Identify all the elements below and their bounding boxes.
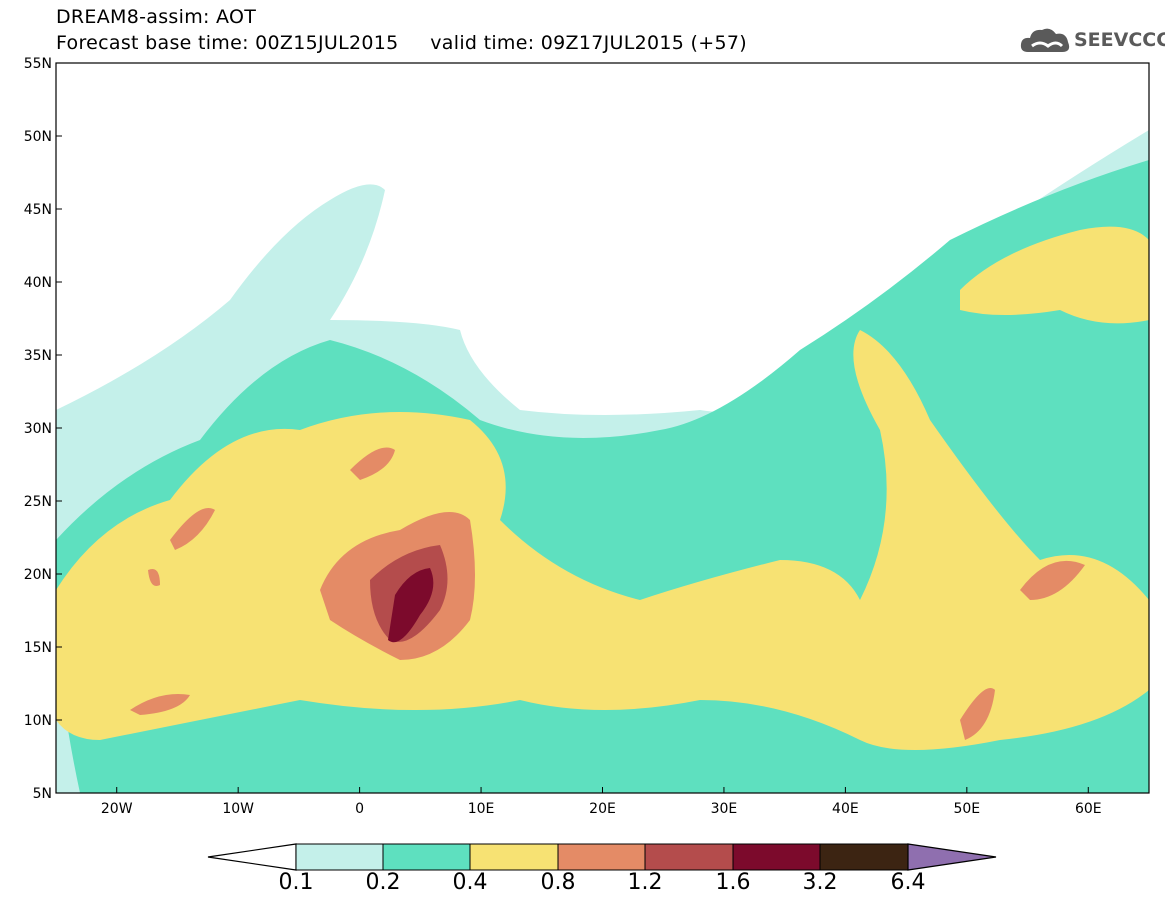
colorbar-label: 1.6: [715, 870, 751, 895]
lon-label: 10E: [468, 801, 495, 817]
colorbar-label: 0.8: [540, 870, 576, 895]
lat-label: 25N: [24, 494, 52, 510]
seevccc-logo: SEEVCCC: [1018, 24, 1165, 56]
lon-label: 60E: [1075, 801, 1102, 817]
lon-label: 30E: [711, 801, 738, 817]
colorbar: [207, 843, 997, 871]
colorbar-label: 0.4: [452, 870, 488, 895]
colorbar-max-arrow: [907, 843, 997, 871]
colorbar-min-arrow: [207, 843, 297, 871]
colorbar-segment: [644, 843, 734, 871]
lon-label: 50E: [953, 801, 980, 817]
colorbar-label: 1.2: [627, 870, 663, 895]
lon-label: 10W: [222, 801, 254, 817]
forecast-time-info: Forecast base time: 00Z15JUL2015 valid t…: [56, 32, 747, 54]
lat-label: 10N: [24, 713, 52, 729]
latitude-labels: 55N 50N 45N 40N 35N 30N 25N 20N 15N 10N 5N: [24, 56, 62, 802]
cloud-icon: [1020, 28, 1070, 52]
colorbar-label: 0.2: [365, 870, 401, 895]
lon-label: 20W: [101, 801, 133, 817]
lat-label: 15N: [24, 640, 52, 656]
lat-label: 45N: [24, 202, 52, 218]
colorbar-segment: [557, 843, 646, 871]
lat-label: 30N: [24, 421, 52, 437]
colorbar-segment: [469, 843, 559, 871]
lat-label: 5N: [33, 786, 52, 802]
lon-label: 20E: [589, 801, 616, 817]
colorbar-label: 0.1: [278, 870, 314, 895]
lat-label: 50N: [24, 129, 52, 145]
map-title: DREAM8-assim: AOT: [56, 6, 257, 28]
colorbar-segment: [819, 843, 909, 871]
colorbar-segment: [732, 843, 821, 871]
lat-label: 55N: [24, 56, 52, 72]
lat-label: 35N: [24, 348, 52, 364]
lat-label: 40N: [24, 275, 52, 291]
colorbar-segment: [295, 843, 384, 871]
colorbar-label: 3.2: [802, 870, 838, 895]
colorbar-label: 6.4: [890, 870, 926, 895]
lat-label: 20N: [24, 567, 52, 583]
lon-label: 40E: [832, 801, 859, 817]
longitude-labels: 20W 10W 0 10E 20E 30E 40E 50E 60E: [101, 787, 1102, 817]
logo-text: SEEVCCC: [1074, 29, 1165, 51]
lon-label: 0: [355, 801, 364, 817]
aot-field: [56, 130, 1149, 793]
colorbar-segment: [382, 843, 471, 871]
